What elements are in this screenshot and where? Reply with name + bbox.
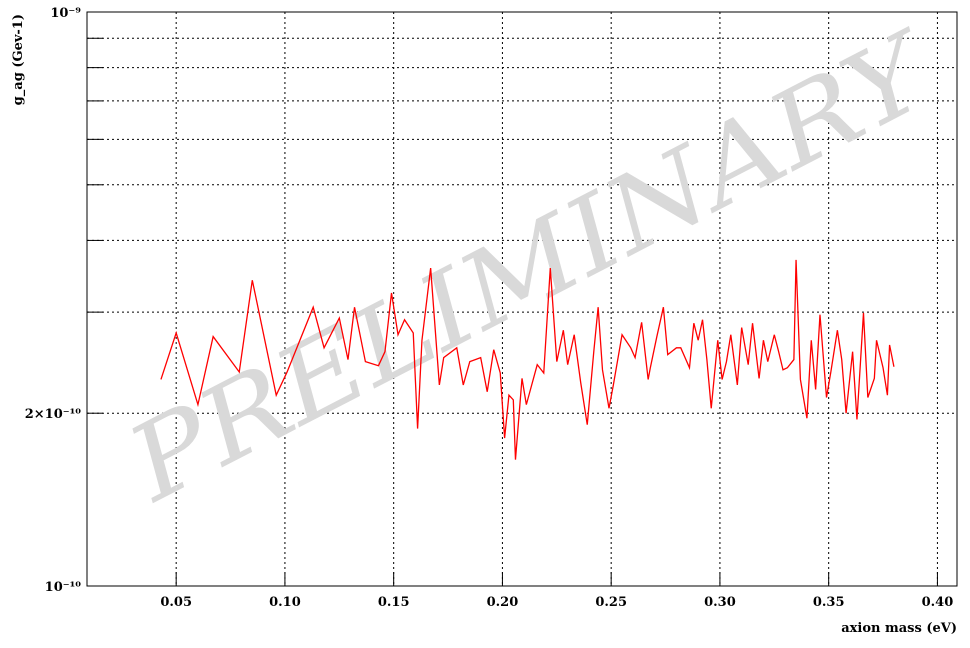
plot-frame bbox=[86, 11, 958, 587]
x-tick-label: 0.05 bbox=[160, 595, 192, 610]
data-line bbox=[160, 259, 895, 460]
x-tick-label: 0.10 bbox=[269, 595, 301, 610]
y-tick-label: 10⁻¹⁰ bbox=[45, 580, 82, 595]
x-tick-label: 0.30 bbox=[704, 595, 736, 610]
y-tick-label: 2×10⁻¹⁰ bbox=[25, 407, 82, 422]
x-tick-label: 0.15 bbox=[378, 595, 410, 610]
x-tick-label: 0.25 bbox=[595, 595, 627, 610]
x-tick-label: 0.40 bbox=[922, 595, 954, 610]
y-axis-label: g_ag (Gev-1) bbox=[11, 14, 26, 105]
x-axis-label: axion mass (eV) bbox=[841, 621, 957, 636]
x-tick-label: 0.20 bbox=[487, 595, 519, 610]
x-tick-label: 0.35 bbox=[813, 595, 845, 610]
data-layer bbox=[160, 259, 895, 460]
y-tick-label: 10⁻⁹ bbox=[50, 6, 81, 21]
